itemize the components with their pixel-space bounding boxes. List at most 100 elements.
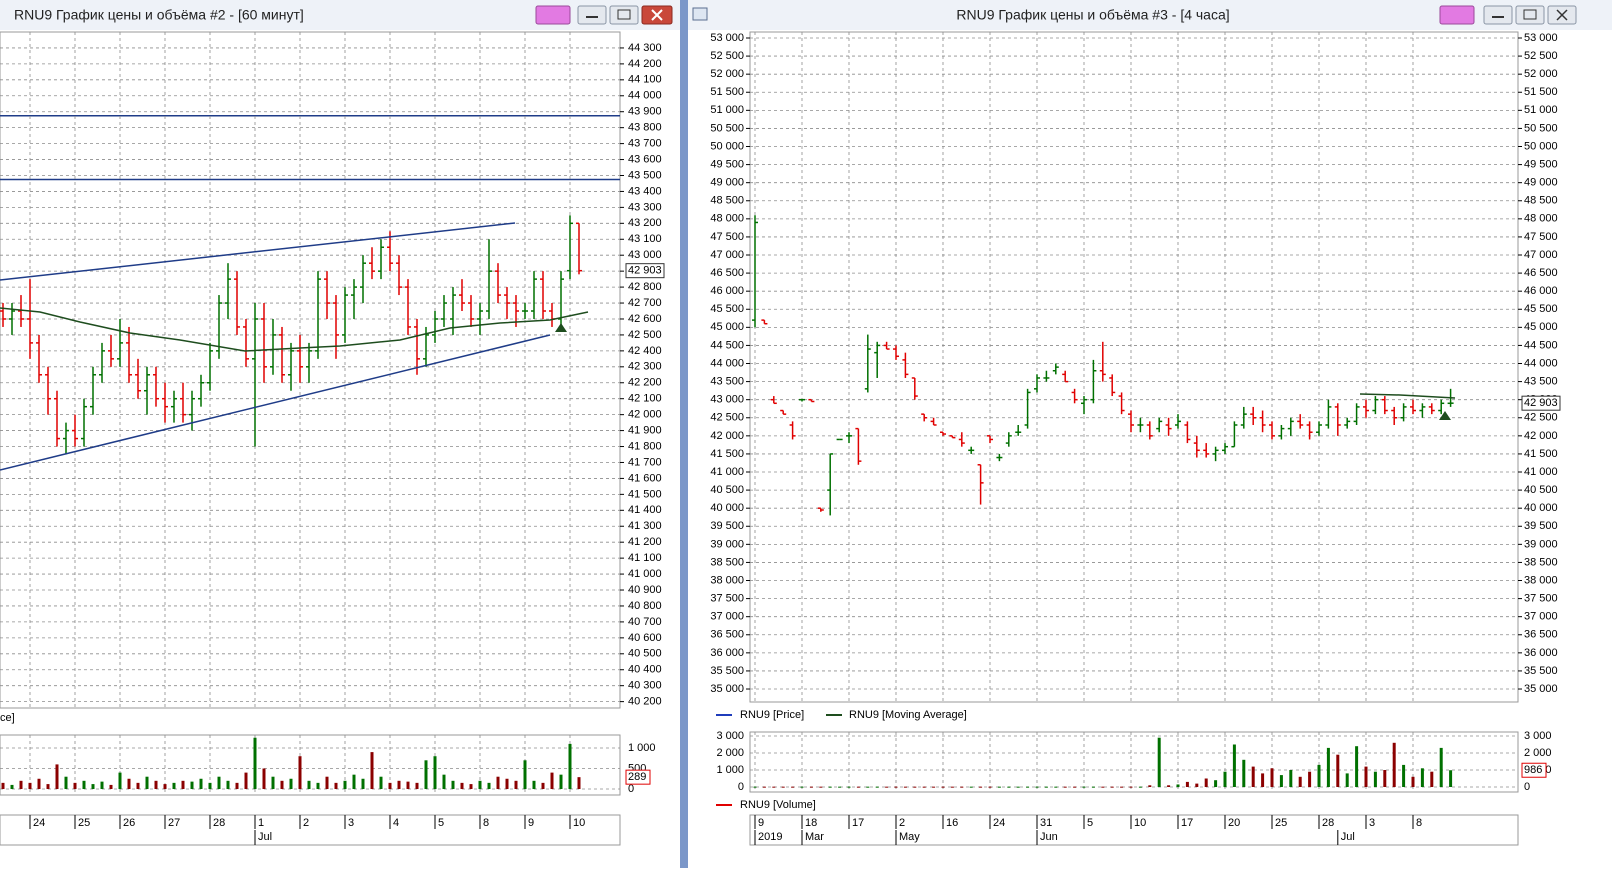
y-tick-label: 38 000: [710, 574, 744, 586]
volume-bar: [172, 782, 176, 790]
last-price-label: 42 903: [1524, 397, 1558, 409]
last-volume-label: 986: [1524, 764, 1542, 776]
volume-bar: [1402, 764, 1406, 788]
y-tick-label: 41 900: [628, 424, 662, 436]
link-button[interactable]: [535, 5, 571, 25]
volume-bar: [514, 780, 518, 790]
y-tick-label: 41 400: [628, 504, 662, 516]
month-label: Mar: [805, 831, 824, 843]
volume-bar: [190, 781, 194, 790]
y-tick-label: 41 800: [628, 440, 662, 452]
x-tick-label: 3: [348, 817, 354, 829]
y-tick-label: 40 200: [628, 696, 662, 708]
volume-bar: [397, 780, 401, 790]
volume-bar: [1176, 784, 1180, 788]
x-tick-label: 26: [123, 817, 135, 829]
y-tick-label: 47 500: [1524, 231, 1558, 243]
volume-bar: [1204, 778, 1208, 788]
minimize-button[interactable]: [1483, 5, 1513, 25]
maximize-button[interactable]: [609, 5, 639, 25]
y-tick-label: 37 500: [710, 593, 744, 605]
trend-line: [0, 334, 551, 471]
volume-tick-label: 1 000: [716, 764, 744, 776]
y-tick-label: 42 200: [628, 377, 662, 389]
volume-bar: [28, 782, 32, 790]
volume-bar: [136, 782, 140, 790]
x-tick-label: 25: [1275, 817, 1287, 829]
volume-bar: [460, 782, 464, 790]
volume-tick-label: 1 000: [628, 742, 656, 754]
volume-bar: [1054, 786, 1058, 788]
volume-bar: [1317, 764, 1321, 788]
volume-bar: [388, 782, 392, 790]
volume-bar: [1120, 786, 1124, 788]
y-tick-label: 47 000: [710, 249, 744, 261]
y-tick-label: 49 500: [1524, 158, 1558, 170]
legend-label: ce]: [0, 712, 15, 724]
volume-bar: [1073, 786, 1077, 788]
y-tick-label: 41 500: [1524, 448, 1558, 460]
volume-bar: [505, 778, 509, 790]
volume-bar: [800, 786, 804, 788]
volume-bar: [109, 784, 113, 790]
date-strip: [0, 814, 621, 846]
x-tick-label: 5: [1087, 817, 1093, 829]
volume-bar: [1242, 759, 1246, 788]
y-tick-label: 40 500: [628, 648, 662, 660]
y-tick-label: 38 500: [710, 556, 744, 568]
volume-bar: [406, 781, 410, 790]
maximize-button[interactable]: [1515, 5, 1545, 25]
y-tick-label: 40 300: [628, 680, 662, 692]
volume-bar: [1279, 775, 1283, 788]
volume-bar: [885, 786, 889, 788]
y-tick-label: 52 000: [710, 68, 744, 80]
volume-bar: [154, 780, 158, 790]
volume-bar: [1345, 773, 1349, 788]
y-tick-label: 51 500: [1524, 86, 1558, 98]
y-tick-label: 44 000: [710, 357, 744, 369]
volume-bar: [424, 760, 428, 790]
x-tick-label: 20: [1228, 817, 1240, 829]
x-tick-label: 24: [993, 817, 1005, 829]
volume-bar: [73, 782, 77, 790]
plot-area: [749, 31, 1519, 703]
y-tick-label: 44 100: [628, 74, 662, 86]
volume-bar: [913, 786, 917, 788]
volume-bar: [19, 780, 23, 790]
y-tick-label: 42 600: [628, 313, 662, 325]
volume-bar: [1298, 776, 1302, 788]
link-button[interactable]: [1439, 5, 1475, 25]
volume-bar: [280, 780, 284, 790]
volume-bar: [1355, 746, 1359, 788]
volume-bar: [1308, 771, 1312, 788]
volume-bar: [1439, 747, 1443, 788]
moving-average: [0, 307, 589, 352]
y-tick-label: 40 600: [628, 632, 662, 644]
y-tick-label: 50 500: [710, 122, 744, 134]
month-label: Jul: [258, 831, 272, 843]
y-tick-label: 42 300: [628, 361, 662, 373]
volume-bar: [487, 782, 491, 790]
y-tick-label: 49 500: [710, 158, 744, 170]
y-tick-label: 42 000: [628, 409, 662, 421]
y-tick-label: 39 500: [710, 520, 744, 532]
volume-bar: [10, 784, 14, 790]
volume-bar: [791, 786, 795, 788]
y-tick-label: 39 000: [710, 538, 744, 550]
y-tick-label: 41 500: [710, 448, 744, 460]
y-tick-label: 48 500: [710, 195, 744, 207]
volume-bar: [903, 786, 907, 788]
volume-bar: [226, 780, 230, 790]
y-tick-label: 36 500: [1524, 629, 1558, 641]
volume-bar: [1251, 766, 1255, 788]
y-tick-label: 48 000: [710, 213, 744, 225]
y-tick-label: 43 800: [628, 122, 662, 134]
volume-bar: [1129, 786, 1133, 788]
volume-bar: [1063, 786, 1067, 788]
volume-bar: [1110, 786, 1114, 788]
volume-bar: [894, 786, 898, 788]
minimize-button[interactable]: [577, 5, 607, 25]
volume-bar: [856, 786, 860, 788]
last-volume-box: [625, 769, 651, 785]
